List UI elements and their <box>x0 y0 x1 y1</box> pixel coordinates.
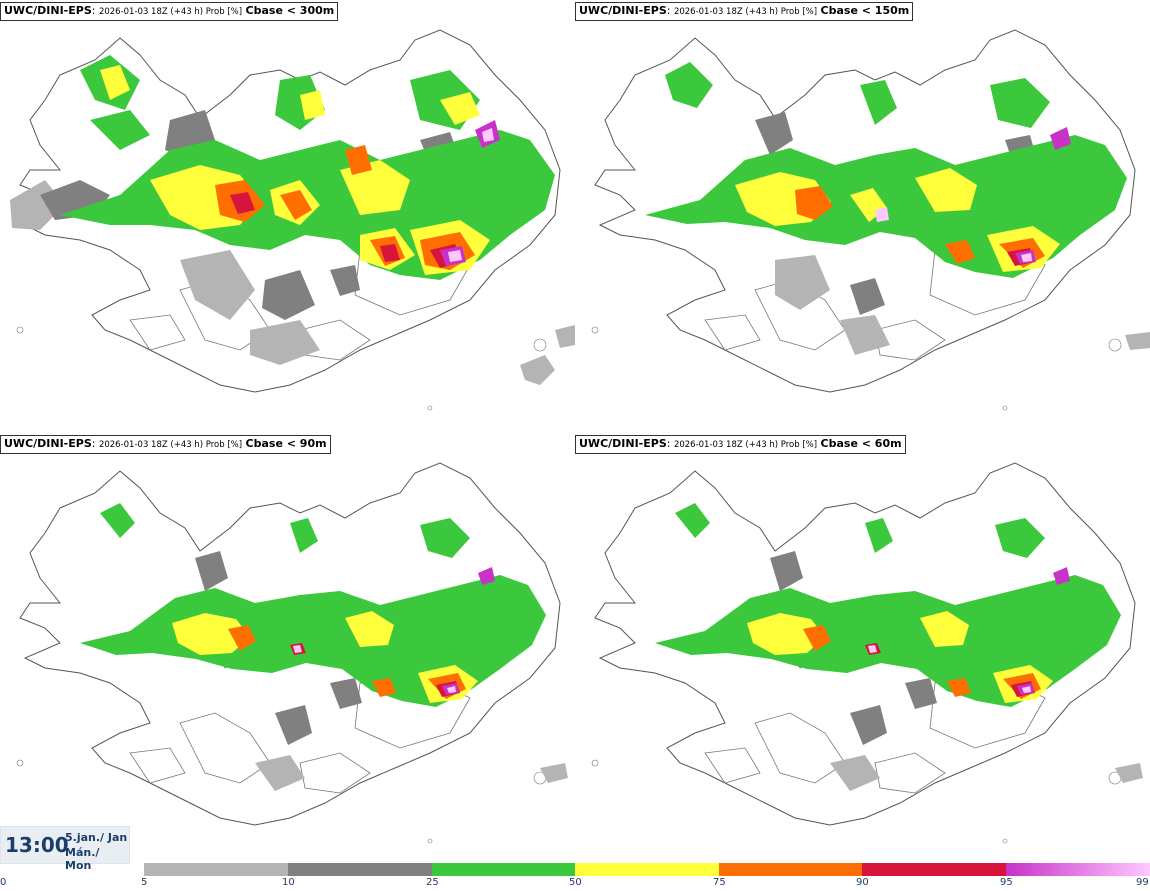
legend-tick: 50 <box>569 877 582 888</box>
map-panel-cbase-150m: UWC/DINI-EPS: 2026-01-03 18Z (+43 h) Pro… <box>575 0 1150 418</box>
legend-tick: 0 <box>0 877 7 888</box>
model-name: UWC/DINI-EPS <box>4 437 92 450</box>
legend-bin-95-99 <box>1006 863 1150 876</box>
valid-date-line1: 5.jan./ Jan <box>65 831 128 844</box>
map-panel-cbase-300m: UWC/DINI-EPS: 2026-01-03 18Z (+43 h) Pro… <box>0 0 575 418</box>
valid-time: 13:00 <box>5 833 69 857</box>
run-info: 2026-01-03 18Z (+43 h) Prob [%] <box>673 7 818 17</box>
legend-bin-25-50 <box>432 863 575 876</box>
map-panel-cbase-60m: UWC/DINI-EPS: 2026-01-03 18Z (+43 h) Pro… <box>575 433 1150 851</box>
legend-bin-5-10 <box>144 863 288 876</box>
model-name: UWC/DINI-EPS <box>4 4 92 17</box>
legend-tick: 90 <box>856 877 869 888</box>
legend-bin-90-95 <box>862 863 1006 876</box>
panel-title: UWC/DINI-EPS: 2026-01-03 18Z (+43 h) Pro… <box>575 2 914 21</box>
run-info: 2026-01-03 18Z (+43 h) Prob [%] <box>673 440 818 450</box>
legend-bin-10-25 <box>288 863 432 876</box>
model-name: UWC/DINI-EPS <box>579 4 667 17</box>
threshold-label: Cbase < 150m <box>820 4 910 17</box>
iceland-probability-map <box>591 462 1143 844</box>
iceland-probability-map <box>591 29 1150 411</box>
legend-tick: 10 <box>282 877 295 888</box>
threshold-label: Cbase < 300m <box>245 4 335 17</box>
threshold-label: Cbase < 60m <box>820 437 902 450</box>
panel-title: UWC/DINI-EPS: 2026-01-03 18Z (+43 h) Pro… <box>575 435 906 454</box>
valid-date-line2: Mán./ Mon <box>65 846 100 872</box>
run-info: 2026-01-03 18Z (+43 h) Prob [%] <box>98 440 243 450</box>
iceland-probability-map <box>10 29 575 411</box>
legend-tick: 75 <box>713 877 726 888</box>
threshold-label: Cbase < 90m <box>245 437 327 450</box>
valid-time-box: 13:00 5.jan./ Jan Mán./ Mon <box>0 826 130 872</box>
legend-tick: 99 <box>1136 877 1149 888</box>
legend-bin-75-90 <box>719 863 862 876</box>
iceland-probability-map <box>16 462 568 844</box>
map-panel-cbase-90m: UWC/DINI-EPS: 2026-01-03 18Z (+43 h) Pro… <box>0 433 575 851</box>
panel-title: UWC/DINI-EPS: 2026-01-03 18Z (+43 h) Pro… <box>0 2 339 21</box>
legend-tick: 25 <box>426 877 439 888</box>
panel-title: UWC/DINI-EPS: 2026-01-03 18Z (+43 h) Pro… <box>0 435 331 454</box>
run-info: 2026-01-03 18Z (+43 h) Prob [%] <box>98 7 243 17</box>
legend-tick: 95 <box>1000 877 1013 888</box>
legend-bin-50-75 <box>575 863 719 876</box>
model-name: UWC/DINI-EPS <box>579 437 667 450</box>
legend-tick: 5 <box>141 877 148 888</box>
